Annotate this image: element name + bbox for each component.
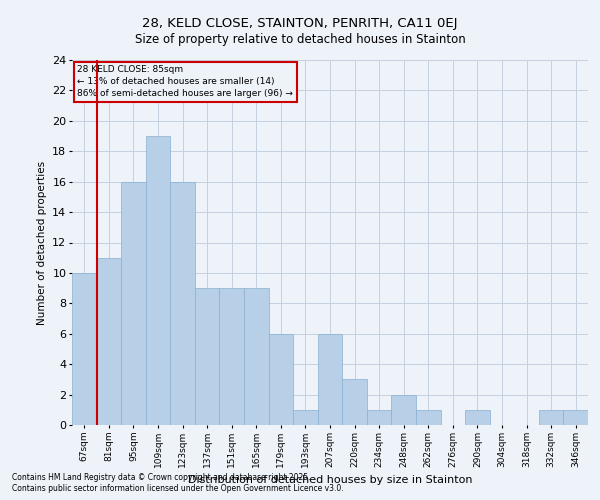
- Text: Contains public sector information licensed under the Open Government Licence v3: Contains public sector information licen…: [12, 484, 344, 493]
- Bar: [244, 288, 269, 425]
- X-axis label: Distribution of detached houses by size in Stainton: Distribution of detached houses by size …: [188, 476, 472, 486]
- Bar: [269, 334, 293, 425]
- Text: Size of property relative to detached houses in Stainton: Size of property relative to detached ho…: [134, 32, 466, 46]
- Bar: [293, 410, 318, 425]
- Bar: [72, 273, 97, 425]
- Bar: [367, 410, 391, 425]
- Bar: [391, 394, 416, 425]
- Bar: [342, 380, 367, 425]
- Bar: [170, 182, 195, 425]
- Text: 28 KELD CLOSE: 85sqm
← 13% of detached houses are smaller (14)
86% of semi-detac: 28 KELD CLOSE: 85sqm ← 13% of detached h…: [77, 66, 293, 98]
- Bar: [563, 410, 588, 425]
- Bar: [121, 182, 146, 425]
- Text: Contains HM Land Registry data © Crown copyright and database right 2025.: Contains HM Land Registry data © Crown c…: [12, 472, 311, 482]
- Bar: [416, 410, 440, 425]
- Bar: [195, 288, 220, 425]
- Bar: [539, 410, 563, 425]
- Bar: [465, 410, 490, 425]
- Bar: [97, 258, 121, 425]
- Text: 28, KELD CLOSE, STAINTON, PENRITH, CA11 0EJ: 28, KELD CLOSE, STAINTON, PENRITH, CA11 …: [142, 18, 458, 30]
- Bar: [318, 334, 342, 425]
- Y-axis label: Number of detached properties: Number of detached properties: [37, 160, 47, 324]
- Bar: [220, 288, 244, 425]
- Bar: [146, 136, 170, 425]
